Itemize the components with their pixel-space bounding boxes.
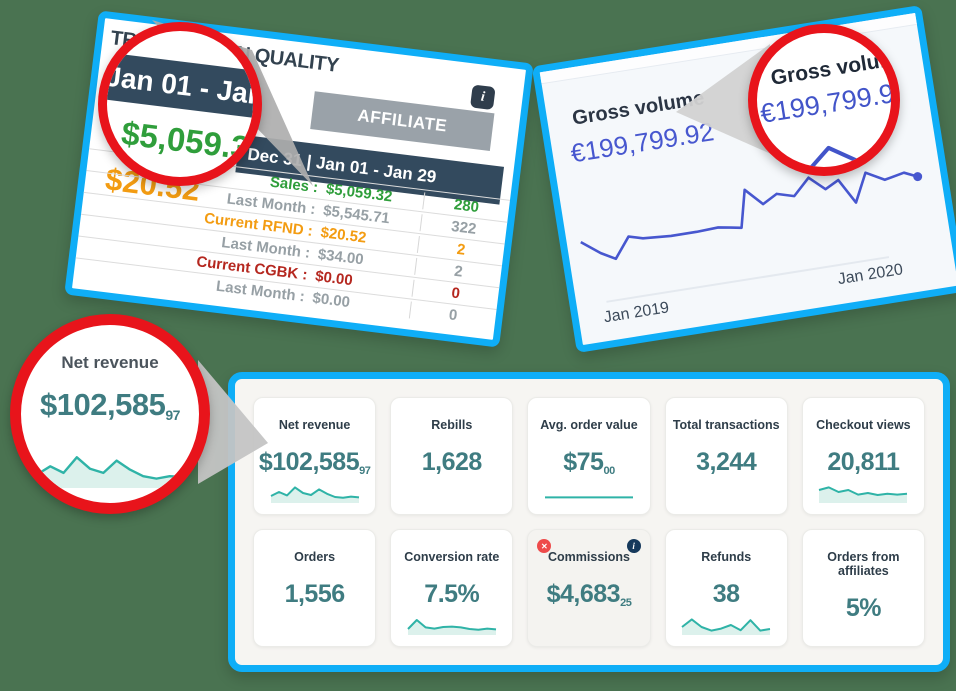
sparkline [270, 486, 359, 503]
magnified-sales-value: $5,059.32 [119, 114, 262, 169]
tile-cents: 00 [603, 465, 615, 477]
tile-value: $4,68325 [546, 580, 632, 609]
magnifier-gross-volume: Gross volume €199,799.92 [748, 24, 900, 176]
tile-label: Net revenue [278, 418, 351, 432]
tile-label: Rebills [431, 418, 473, 432]
tile-avg-order-value: Avg. order value $7500 [527, 397, 651, 515]
tile-label: Commissions [548, 550, 630, 564]
tile-grid: Net revenue $102,58597 Rebills 1,628 Avg… [253, 397, 925, 647]
magnified-sparkline [36, 456, 184, 488]
tile-label: Checkout views [816, 418, 911, 432]
tile-value: 3,244 [696, 448, 757, 476]
tile-value: 7.5% [424, 580, 480, 608]
tile-net-revenue: Net revenue $102,58597 [253, 397, 377, 515]
tile-total-transactions: Total transactions 3,244 [664, 397, 788, 515]
tile-refunds: Refunds 38 [664, 529, 788, 647]
tile-value: $102,58597 [258, 448, 371, 477]
sparkline [819, 486, 908, 503]
close-icon[interactable]: ✕ [537, 539, 552, 553]
tile-label: Orders [294, 550, 336, 564]
tile-label: Total transactions [672, 418, 780, 432]
tile-commissions: ✕ i Commissions $4,68325 [527, 529, 651, 647]
magnifier-sales: Jan 01 - Jan 29 $5,059.32 [98, 22, 262, 186]
tile-value: 20,811 [827, 448, 900, 476]
info-icon[interactable]: i [626, 539, 641, 553]
tile-cents: 97 [165, 407, 180, 423]
gross-volume-panel: Gross volume €199,799.92 Jan 2019 Jan 20… [531, 4, 956, 354]
magnifier-content: Gross volume €199,799.92 [757, 33, 891, 167]
gross-volume-line-chart [580, 171, 923, 261]
tile-conversion-rate: Conversion rate 7.5% [390, 529, 514, 647]
tile-checkout-views: Checkout views 20,811 [801, 397, 925, 515]
tile-label: Avg. order value [540, 418, 638, 432]
tile-orders-from-affiliates: Orders from affiliates 5% [801, 529, 925, 647]
tab-affiliate[interactable]: AFFILIATE [310, 91, 495, 152]
sparkline [407, 619, 496, 635]
info-icon[interactable]: i [470, 84, 496, 111]
tile-value: $7500 [563, 448, 615, 477]
tile-value: 5% [845, 594, 882, 622]
tile-rebills: Rebills 1,628 [390, 397, 514, 515]
magnifier-net-revenue: Net revenue $102,58597 [10, 314, 210, 514]
tile-cents: 97 [359, 465, 371, 477]
magnified-line-fragment [761, 140, 891, 167]
metrics-dashboard-panel: Net revenue $102,58597 Rebills 1,628 Avg… [228, 372, 950, 672]
tile-cents: 25 [620, 597, 632, 609]
sparkline-flat [544, 496, 633, 499]
magnified-date-bar: Jan 01 - Jan 29 [107, 50, 253, 127]
magnified-net-revenue-value: $102,58597 [40, 387, 180, 423]
sparkline [681, 618, 771, 635]
tile-label: Orders from affiliates [827, 550, 900, 578]
tile-orders: Orders 1,556 [253, 529, 377, 647]
tile-value: 1,556 [284, 580, 346, 608]
tile-value: 1,628 [421, 448, 483, 476]
tile-value: 38 [712, 580, 740, 608]
magnified-net-revenue-label: Net revenue [61, 353, 159, 372]
tile-label: Refunds [701, 550, 752, 564]
tile-label: Conversion rate [404, 550, 500, 564]
